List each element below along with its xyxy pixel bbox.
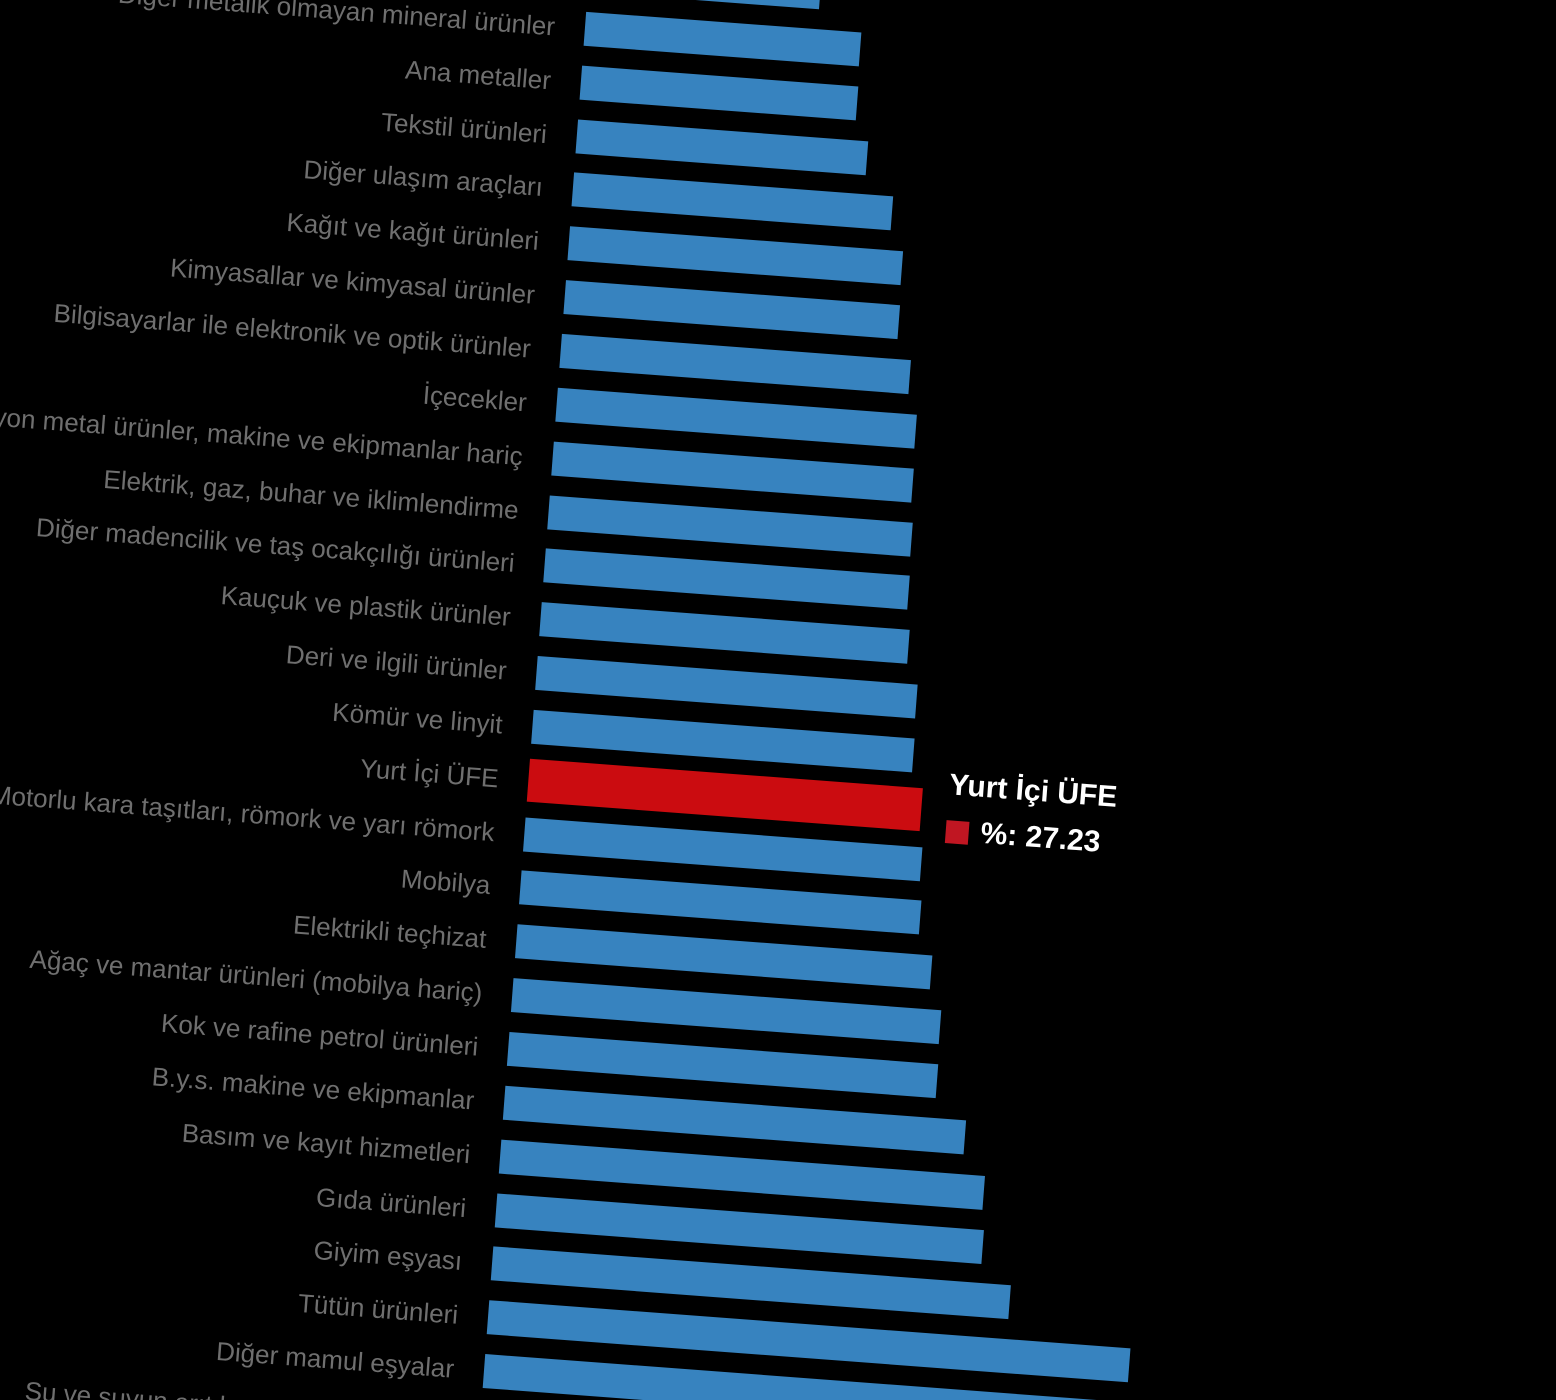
tooltip: Yurt İçi ÜFE %: 27.23 [944, 768, 1118, 860]
tooltip-series-swatch-icon [944, 819, 970, 845]
